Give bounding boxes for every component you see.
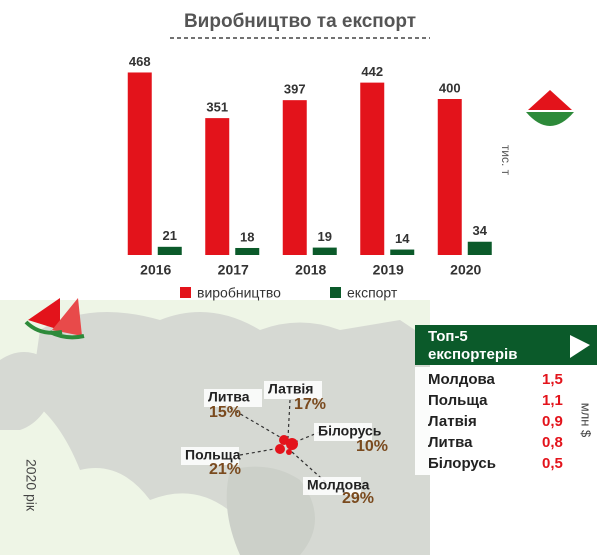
data-label: 14 — [395, 231, 410, 246]
data-label: 397 — [284, 82, 306, 97]
label-bg — [314, 423, 372, 441]
bar — [437, 99, 462, 255]
legend-label: експорт — [347, 285, 398, 301]
label-bg — [204, 389, 262, 407]
country-label: Польща — [185, 447, 241, 463]
bar — [205, 118, 230, 255]
bar — [467, 241, 492, 255]
data-label: 351 — [206, 100, 228, 115]
top5-country: Молдова — [428, 371, 496, 388]
bar — [282, 100, 307, 255]
x-tick-label: 2016 — [140, 262, 171, 278]
bar — [235, 247, 260, 255]
data-label: 21 — [163, 228, 177, 243]
top5-value: 1,1 — [542, 392, 563, 409]
country-label: Молдова — [307, 477, 370, 493]
data-label: 19 — [318, 229, 332, 244]
map-land — [0, 352, 60, 430]
watermelon-icon — [24, 90, 574, 340]
label-bg — [181, 447, 239, 465]
country-label: Білорусь — [318, 423, 382, 439]
data-label: 18 — [240, 229, 254, 244]
data-label: 468 — [129, 54, 151, 69]
bar — [390, 249, 415, 255]
top5-value: 1,5 — [542, 371, 563, 388]
top5-body — [415, 367, 565, 475]
map-countries — [275, 435, 298, 455]
map-land — [226, 466, 315, 555]
share-label: 21% — [209, 461, 241, 478]
data-label: 442 — [361, 64, 383, 79]
country-label: Литва — [208, 389, 250, 405]
top5-value: 0,5 — [542, 455, 563, 472]
chart-title: Виробництво та експорт — [184, 11, 416, 32]
bar — [312, 247, 337, 255]
label-bg — [303, 477, 361, 495]
country-label: Латвія — [268, 381, 313, 397]
top5-country: Латвія — [428, 413, 477, 430]
legend-label: виробництво — [197, 285, 281, 301]
share-label: 10% — [356, 438, 388, 455]
share-label: 15% — [209, 404, 241, 421]
top5-country: Польща — [428, 392, 488, 409]
top5-title: Топ-5 — [428, 328, 468, 345]
share-label: 29% — [342, 490, 374, 507]
unit-label: тис. т — [499, 145, 513, 176]
top5-value: 0,8 — [542, 434, 563, 451]
top5-icon — [570, 335, 590, 358]
top5-title: експортерів — [428, 346, 517, 363]
legend-swatch — [330, 287, 341, 298]
data-label: 34 — [473, 223, 488, 238]
top5-country: Литва — [428, 434, 473, 451]
data-label: 400 — [439, 80, 461, 95]
x-tick-label: 2020 — [450, 262, 481, 278]
share-label: 17% — [294, 396, 326, 413]
bar — [157, 246, 182, 255]
x-tick-label: 2017 — [218, 262, 249, 278]
top5-value: 0,9 — [542, 413, 563, 430]
x-tick-label: 2018 — [295, 262, 326, 278]
top5-header — [415, 325, 597, 365]
top5-unit: млн $ — [579, 403, 594, 438]
bar — [360, 82, 385, 256]
top5-country: Білорусь — [428, 455, 496, 472]
legend-swatch — [180, 287, 191, 298]
x-tick-label: 2019 — [373, 262, 404, 278]
bar — [127, 72, 152, 255]
year-label: 2020 рік — [23, 459, 39, 512]
label-bg — [264, 381, 322, 399]
